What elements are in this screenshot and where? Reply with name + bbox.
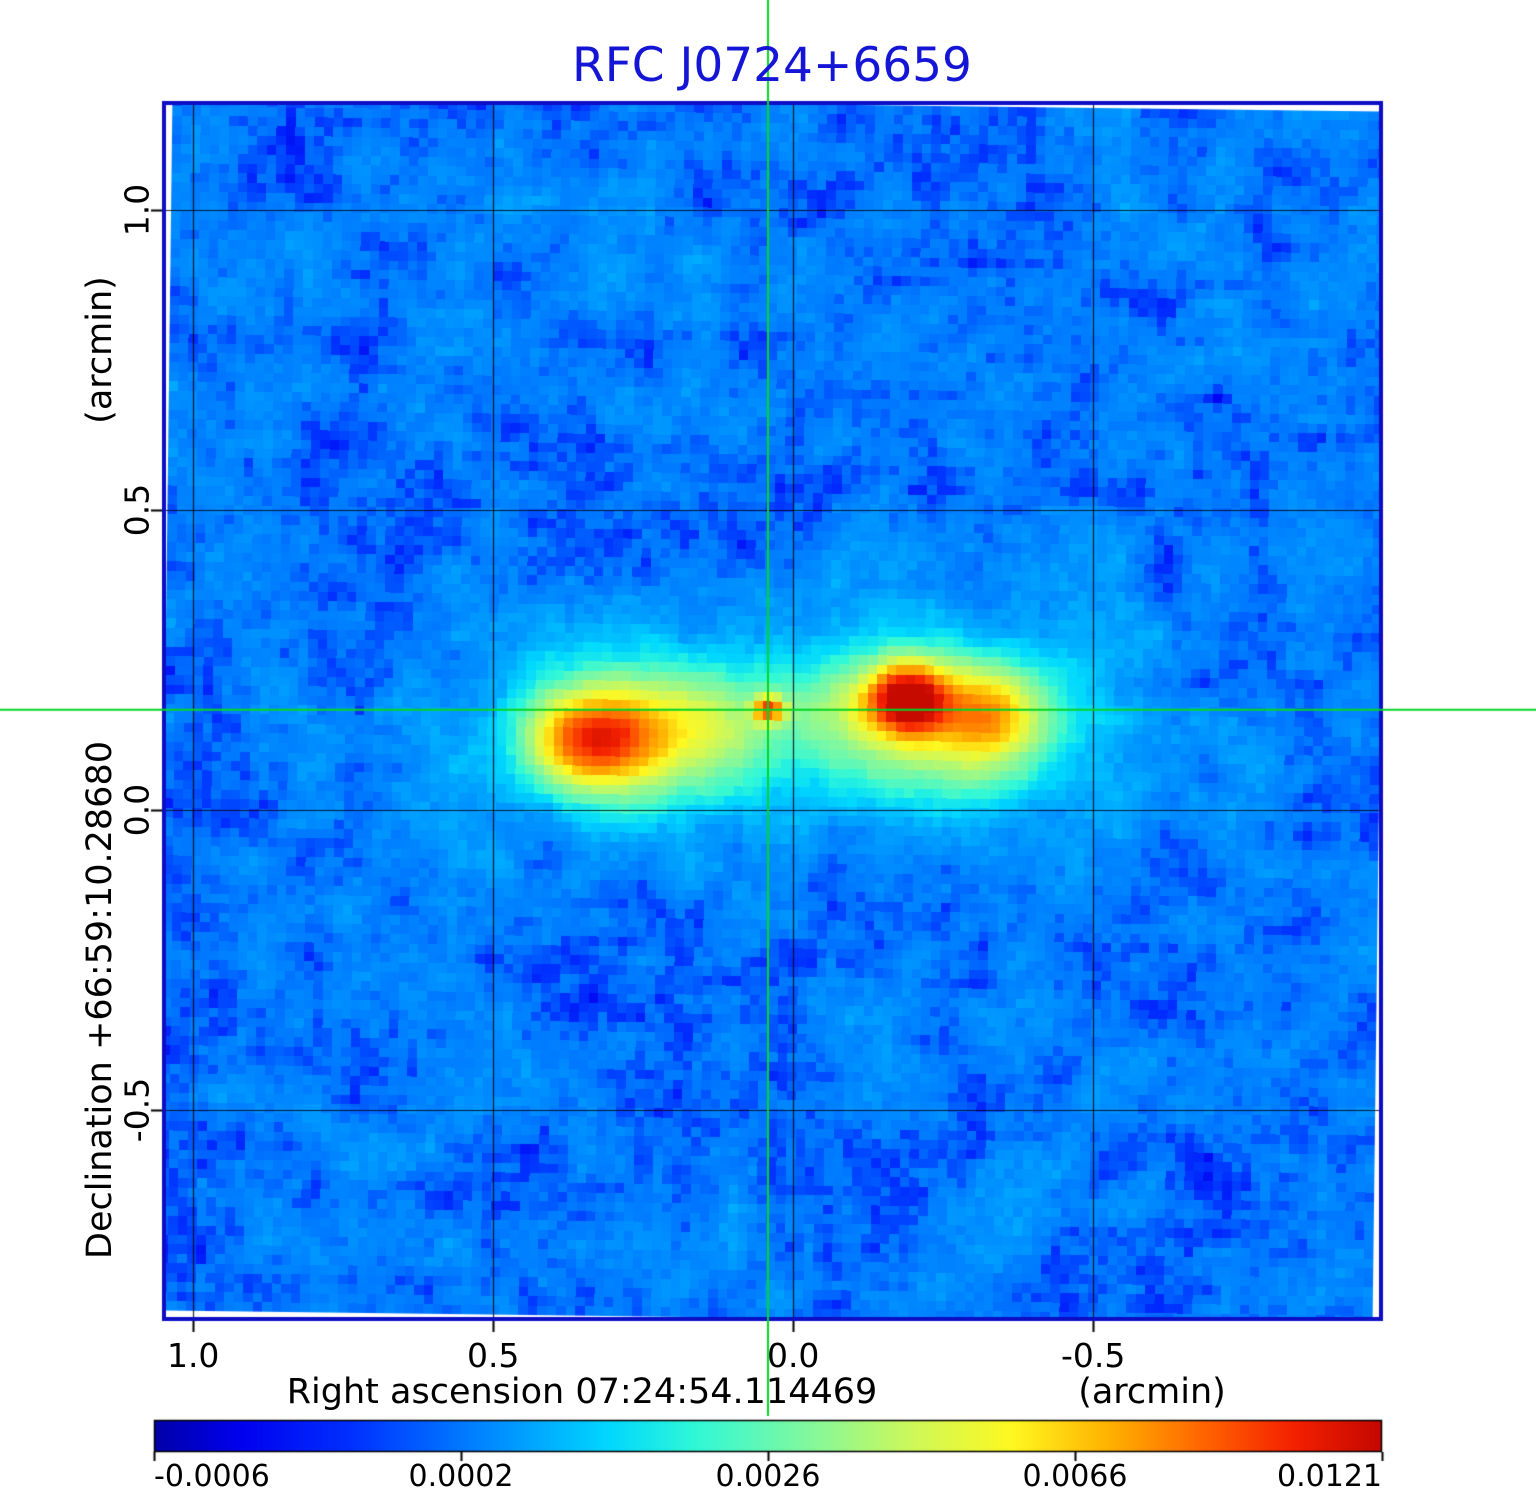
colorbar-tick-label: 0.0026 [715, 1459, 821, 1494]
y-tick-label: 1.0 [117, 183, 157, 237]
colorbar-tick-label: 0.0066 [1022, 1459, 1128, 1494]
x-axis-label: Right ascension 07:24:54.114469 [286, 1372, 878, 1412]
x-tick-label: 0.0 [766, 1336, 820, 1375]
x-tick-label: 1.0 [166, 1336, 220, 1375]
chart-title: RFC J0724+6659 [572, 38, 972, 93]
colorbar-tick-label: 0.0121 [1277, 1459, 1382, 1494]
y-axis-label: Declination +66:59:10.28680 [80, 741, 120, 1259]
x-tick-label: -0.5 [1060, 1336, 1126, 1375]
x-tick-label: 0.5 [466, 1336, 520, 1375]
y-tick-label: 0.5 [117, 483, 157, 537]
x-axis-unit-label: (arcmin) [1078, 1372, 1226, 1412]
y-tick-label: 0.0 [117, 783, 157, 837]
colorbar-tick-label: 0.0002 [408, 1459, 514, 1494]
y-tick-label: -0.5 [117, 1077, 157, 1143]
y-axis-unit-label: (arcmin) [80, 276, 120, 424]
colorbar-tick-label: -0.0006 [154, 1459, 270, 1494]
